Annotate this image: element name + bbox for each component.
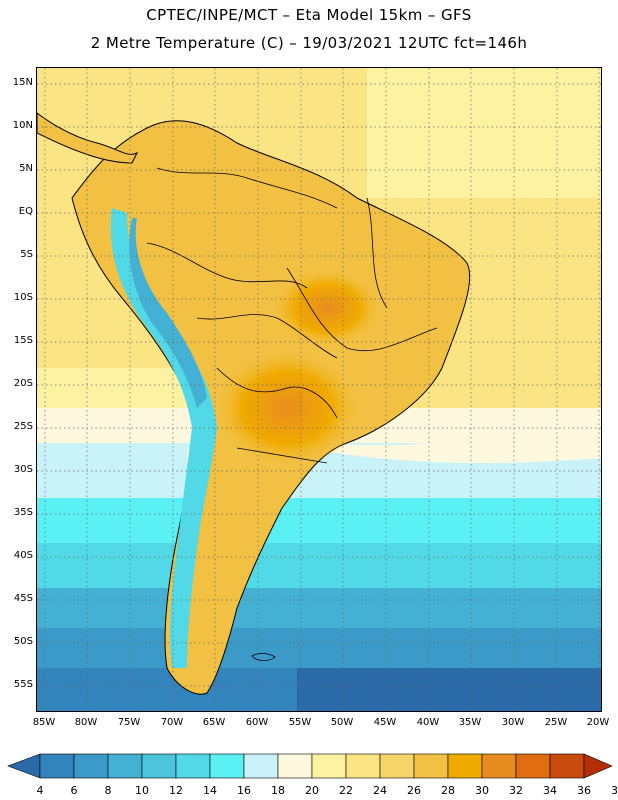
lat-label: 15N [12, 77, 33, 88]
lon-label: 85W [32, 717, 56, 728]
lon-label: 80W [74, 717, 98, 728]
andes-cold-ridge [110, 208, 217, 668]
lat-label: 5S [20, 249, 33, 260]
color-scale-swatch [413, 753, 449, 779]
color-scale-label: 12 [169, 784, 183, 797]
color-scale-swatch [515, 753, 551, 779]
interior-hot-zone [212, 348, 362, 468]
cold-ocean-band [37, 498, 601, 548]
color-scale-bar [7, 753, 613, 779]
lon-label: 75W [117, 717, 141, 728]
color-scale-label: 24 [373, 784, 387, 797]
color-scale-label: 30 [475, 784, 489, 797]
color-scale-swatch [481, 753, 517, 779]
color-scale-swatch [141, 753, 177, 779]
color-scale-label: 36 [577, 784, 591, 797]
deep-southern-band [37, 628, 601, 673]
lat-label: 50S [13, 636, 33, 647]
lat-label: 25S [13, 421, 33, 432]
color-scale-label: 34 [543, 784, 557, 797]
color-scale-label: 20 [305, 784, 319, 797]
color-scale-swatch [447, 753, 483, 779]
color-scale-label: 10 [135, 784, 149, 797]
color-scale-swatch [311, 753, 347, 779]
lat-label: 20S [13, 378, 33, 389]
color-scale-label: 14 [203, 784, 217, 797]
lat-label: 10N [12, 120, 33, 131]
southern-ocean-band [37, 588, 601, 633]
lon-label: 35W [458, 717, 482, 728]
lon-label: 70W [160, 717, 184, 728]
lon-label: 60W [245, 717, 269, 728]
color-scale-swatch [277, 753, 313, 779]
lat-label: 30S [13, 464, 33, 475]
color-scale-swatch [107, 753, 143, 779]
map-title: CPTEC/INPE/MCT – Eta Model 15km – GFS [146, 6, 472, 24]
colder-ocean-band [37, 543, 601, 593]
lat-label: 40S [13, 550, 33, 561]
central-america [37, 112, 139, 164]
coldest-ocean-band [297, 668, 601, 711]
color-scale-label: 16 [237, 784, 251, 797]
lat-label: 10S [13, 292, 33, 303]
lat-label: 5N [19, 163, 33, 174]
andes-high-peaks [129, 218, 207, 408]
color-scale-swatch [39, 753, 75, 779]
lat-label: EQ [18, 206, 33, 217]
lon-label: 20W [586, 717, 610, 728]
color-scale-swatch [73, 753, 109, 779]
lon-label: 30W [501, 717, 525, 728]
color-scale-label: 4 [36, 784, 44, 797]
color-scale-arrow-high [583, 753, 613, 779]
central-brazil-warm-zone [272, 268, 382, 348]
lat-label: 35S [13, 507, 33, 518]
lat-label: 45S [13, 593, 33, 604]
lon-label: 40W [416, 717, 440, 728]
color-scale-label: 8 [104, 784, 112, 797]
color-scale-label: 18 [271, 784, 285, 797]
lon-label: 25W [544, 717, 568, 728]
color-scale-label: 6 [70, 784, 78, 797]
lon-label: 65W [202, 717, 226, 728]
ocean-frontal-zone [187, 433, 601, 464]
pacific-mild-band [37, 368, 187, 413]
color-scale-swatch [209, 753, 245, 779]
lon-label: 50W [330, 717, 354, 728]
color-scale-swatch [379, 753, 415, 779]
color-scale-swatch [549, 753, 585, 779]
color-scale-arrow-low [7, 753, 41, 779]
color-scale-label: 32 [509, 784, 523, 797]
country-borders [146, 167, 438, 464]
color-scale-label: 26 [407, 784, 421, 797]
color-scale-label: 22 [339, 784, 353, 797]
color-scale-swatch [175, 753, 211, 779]
lon-label: 45W [373, 717, 397, 728]
map-subtitle: 2 Metre Temperature (C) – 19/03/2021 12U… [90, 34, 528, 52]
temperature-map [36, 67, 602, 712]
color-scale-swatch [345, 753, 381, 779]
lat-label: 15S [13, 335, 33, 346]
color-scale-label: 38 [611, 784, 618, 797]
color-scale-swatch [243, 753, 279, 779]
color-scale-label: 28 [441, 784, 455, 797]
tropical-atlantic-band [367, 68, 601, 198]
lat-label: 55S [13, 679, 33, 690]
lon-label: 55W [288, 717, 312, 728]
